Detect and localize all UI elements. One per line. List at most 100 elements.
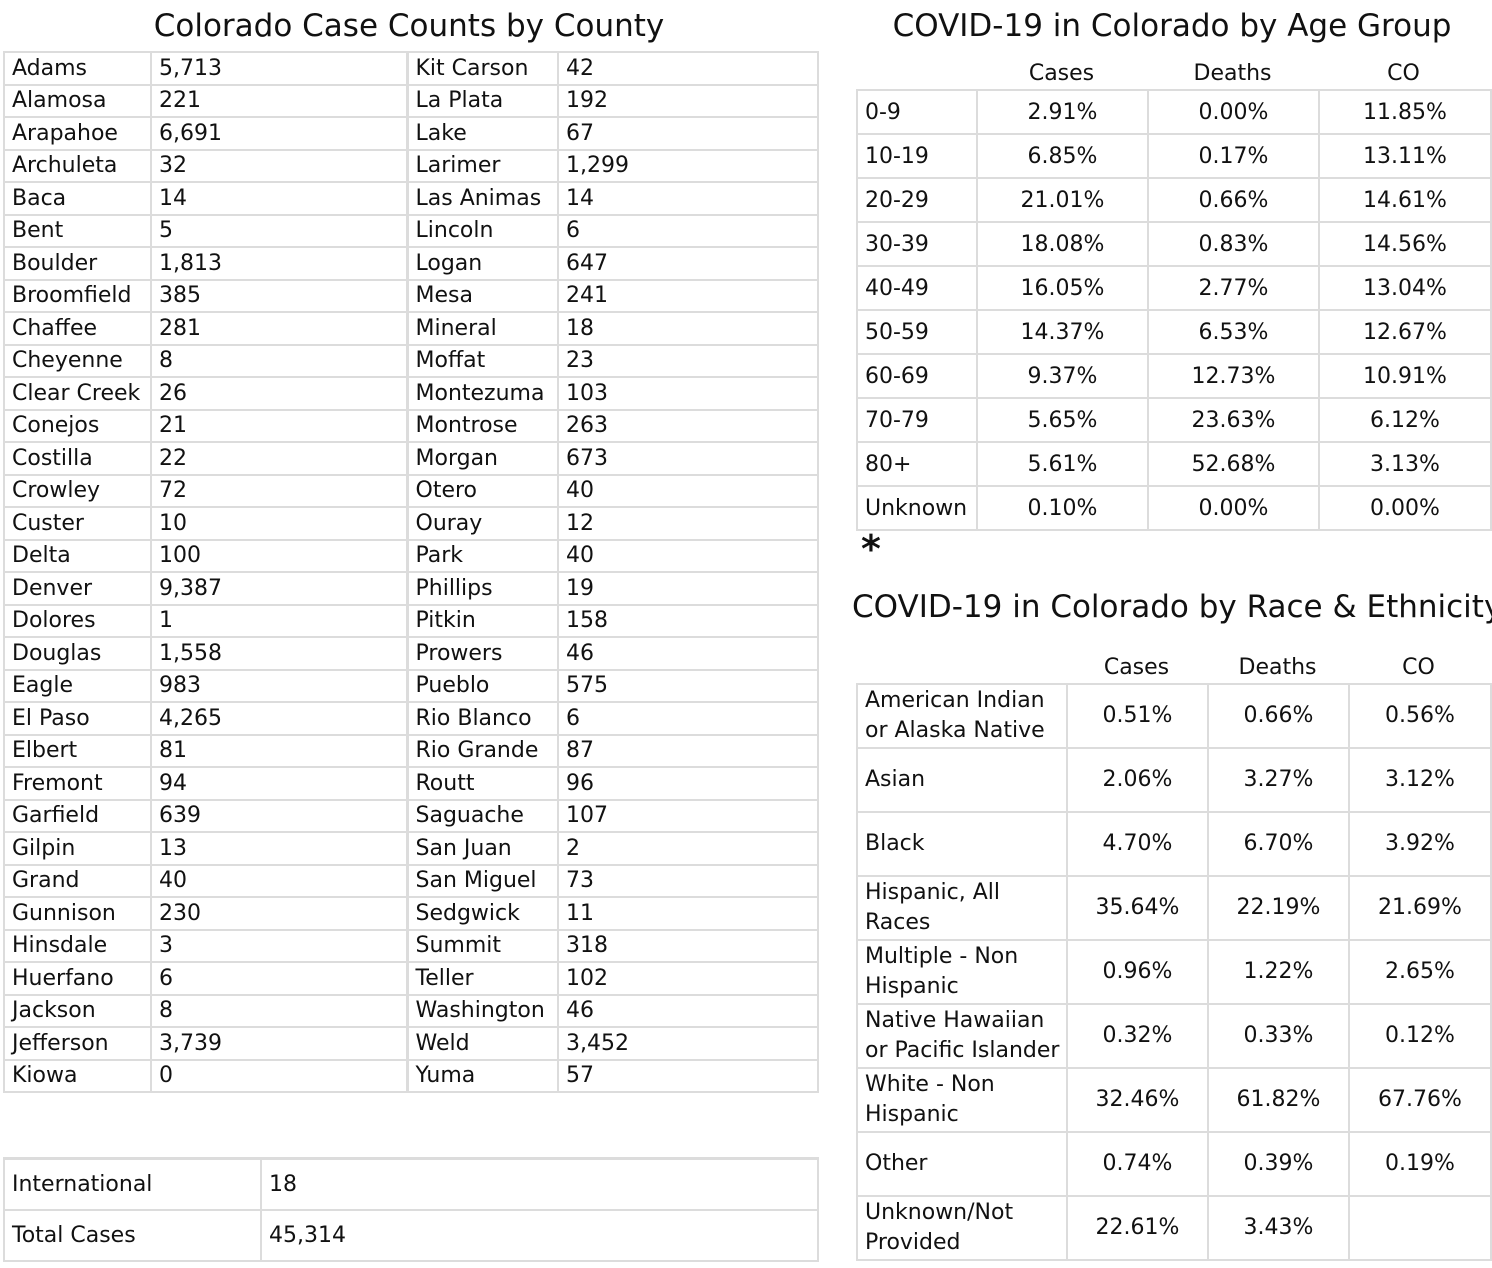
age-table-title: COVID-19 in Colorado by Age Group xyxy=(892,8,1452,44)
summary-label: Total Cases xyxy=(3,1209,262,1262)
county-count: 8 xyxy=(150,993,409,1028)
county-name: Arapahoe xyxy=(3,116,152,151)
race-group-label: White - Non Hispanic xyxy=(856,1067,1068,1133)
table-row: Boulder 1,813 Logan 647 xyxy=(3,246,819,281)
county-count: 2 xyxy=(557,831,819,866)
race-deaths-pct: 3.43% xyxy=(1207,1195,1350,1261)
county-name: Adams xyxy=(3,51,152,86)
age-deaths-pct: 23.63% xyxy=(1147,397,1320,443)
race-co-pct: 0.12% xyxy=(1348,1003,1492,1069)
table-row: Garfield 639 Saguache 107 xyxy=(3,798,819,833)
county-count: 40 xyxy=(557,538,819,573)
county-count: 673 xyxy=(557,441,819,476)
age-deaths-pct: 2.77% xyxy=(1147,265,1320,311)
table-row: Denver 9,387 Phillips 19 xyxy=(3,571,819,606)
county-count: 1 xyxy=(150,603,409,638)
county-count: 14 xyxy=(150,181,409,216)
age-header-cases: Cases xyxy=(1028,61,1095,86)
race-header-cases: Cases xyxy=(1103,655,1170,680)
county-name: Crowley xyxy=(3,473,152,508)
table-row: Jackson 8 Washington 46 xyxy=(3,993,819,1028)
age-cases-pct: 0.10% xyxy=(976,485,1149,531)
county-name: Jackson xyxy=(3,993,152,1028)
county-count: 72 xyxy=(150,473,409,508)
age-group-label: 10-19 xyxy=(856,133,978,179)
table-row: Broomfield 385 Mesa 241 xyxy=(3,278,819,313)
table-row: Conejos 21 Montrose 263 xyxy=(3,408,819,443)
county-name: Costilla xyxy=(3,441,152,476)
county-count: 6,691 xyxy=(150,116,409,151)
county-name: Otero xyxy=(406,473,559,508)
race-deaths-pct: 0.66% xyxy=(1207,683,1350,749)
county-count: 46 xyxy=(557,993,819,1028)
table-row: Dolores 1 Pitkin 158 xyxy=(3,603,819,638)
county-name: Yuma xyxy=(406,1058,559,1093)
county-name: Douglas xyxy=(3,636,152,671)
age-deaths-pct: 12.73% xyxy=(1147,353,1320,399)
age-deaths-pct: 52.68% xyxy=(1147,441,1320,487)
table-row: Native Hawaiian or Pacific Islander 0.32%… xyxy=(856,1003,1492,1069)
race-co-pct: 3.92% xyxy=(1348,811,1492,877)
age-deaths-pct: 0.00% xyxy=(1147,485,1320,531)
county-name: Routt xyxy=(406,766,559,801)
county-name: Phillips xyxy=(406,571,559,606)
county-name: Boulder xyxy=(3,246,152,281)
county-name: Grand xyxy=(3,863,152,898)
age-cases-pct: 2.91% xyxy=(976,89,1149,135)
county-count: 10 xyxy=(150,506,409,541)
table-row: 80+ 5.61% 52.68% 3.13% xyxy=(856,441,1492,487)
county-name: Denver xyxy=(3,571,152,606)
county-name: Kit Carson xyxy=(406,51,559,86)
table-row: Adams 5,713 Kit Carson 42 xyxy=(3,51,819,86)
county-count: 6 xyxy=(557,213,819,248)
county-name: Weld xyxy=(406,1026,559,1061)
county-name: Larimer xyxy=(406,148,559,183)
age-group-label: Unknown xyxy=(856,485,978,531)
table-row: Gunnison 230 Sedgwick 11 xyxy=(3,896,819,931)
county-name: Washington xyxy=(406,993,559,1028)
race-table-title: COVID-19 in Colorado by Race & Ethnicity xyxy=(852,589,1492,625)
county-count: 107 xyxy=(557,798,819,833)
county-name: Eagle xyxy=(3,668,152,703)
table-row: Black 4.70% 6.70% 3.92% xyxy=(856,811,1492,877)
race-co-pct: 0.19% xyxy=(1348,1131,1492,1197)
table-row: Alamosa 221 La Plata 192 xyxy=(3,83,819,118)
race-group-label: Black xyxy=(856,811,1068,877)
county-name: Teller xyxy=(406,961,559,996)
age-cases-pct: 5.61% xyxy=(976,441,1149,487)
table-row: 40-49 16.05% 2.77% 13.04% xyxy=(856,265,1492,311)
county-name: Mineral xyxy=(406,311,559,346)
county-name: Rio Blanco xyxy=(406,701,559,736)
race-deaths-pct: 22.19% xyxy=(1207,875,1350,941)
race-cases-pct: 22.61% xyxy=(1066,1195,1209,1261)
county-count: 3 xyxy=(150,928,409,963)
table-row: 50-59 14.37% 6.53% 12.67% xyxy=(856,309,1492,355)
age-co-pct: 13.11% xyxy=(1318,133,1492,179)
county-count: 3,739 xyxy=(150,1026,409,1061)
county-name: Summit xyxy=(406,928,559,963)
county-name: Custer xyxy=(3,506,152,541)
table-row: Grand 40 San Miguel 73 xyxy=(3,863,819,898)
table-row: Unknown/Not Provided 22.61% 3.43% xyxy=(856,1195,1492,1261)
table-row: Arapahoe 6,691 Lake 67 xyxy=(3,116,819,151)
county-name: Ouray xyxy=(406,506,559,541)
age-deaths-pct: 0.00% xyxy=(1147,89,1320,135)
race-cases-pct: 0.51% xyxy=(1066,683,1209,749)
age-cases-pct: 9.37% xyxy=(976,353,1149,399)
table-row: Costilla 22 Morgan 673 xyxy=(3,441,819,476)
county-table-title: Colorado Case Counts by County xyxy=(153,8,665,44)
county-count: 230 xyxy=(150,896,409,931)
table-row: Gilpin 13 San Juan 2 xyxy=(3,831,819,866)
age-cases-pct: 16.05% xyxy=(976,265,1149,311)
race-cases-pct: 0.32% xyxy=(1066,1003,1209,1069)
county-count: 81 xyxy=(150,733,409,768)
table-row: Delta 100 Park 40 xyxy=(3,538,819,573)
county-count: 281 xyxy=(150,311,409,346)
race-deaths-pct: 0.33% xyxy=(1207,1003,1350,1069)
table-row: Archuleta 32 Larimer 1,299 xyxy=(3,148,819,183)
county-count: 26 xyxy=(150,376,409,411)
table-row: 10-19 6.85% 0.17% 13.11% xyxy=(856,133,1492,179)
table-row: 70-79 5.65% 23.63% 6.12% xyxy=(856,397,1492,443)
race-ethnicity-table: American Indian or Alaska Native 0.51% 0.6… xyxy=(856,683,1492,1261)
county-count: 8 xyxy=(150,343,409,378)
